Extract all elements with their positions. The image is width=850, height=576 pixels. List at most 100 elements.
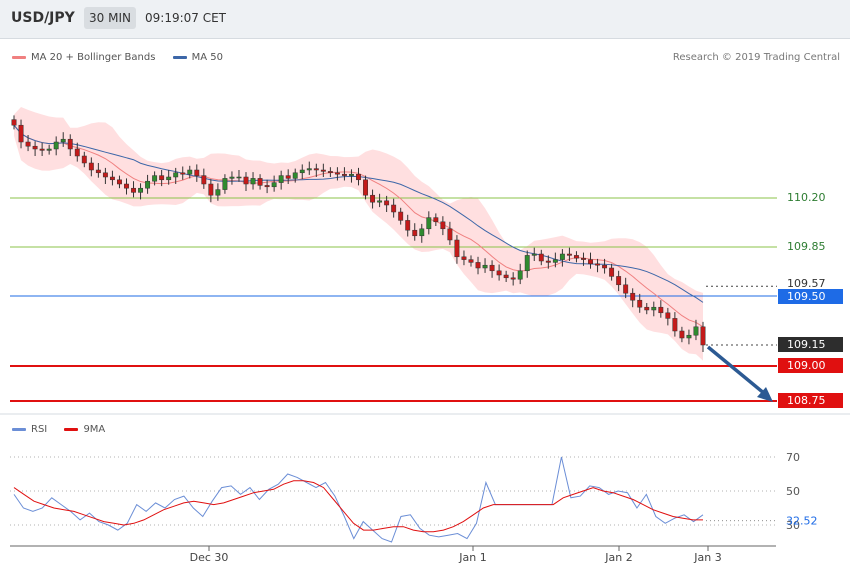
candle-body (581, 257, 586, 260)
candle-body (496, 270, 502, 276)
rsi-current-label: 32.52 (786, 515, 818, 528)
candle-body (630, 292, 636, 301)
candle-body (32, 145, 38, 150)
candle-body (489, 264, 495, 272)
candle-body (461, 256, 467, 260)
candle-body (440, 221, 446, 230)
candle-body (531, 253, 537, 256)
rsi-level-label: 30 (786, 519, 800, 532)
x-axis: Dec 30 Jan 1 Jan 2 Jan 3 (190, 546, 722, 564)
candle-body (566, 253, 572, 256)
candle-body (412, 229, 418, 237)
bollinger-band-area (14, 107, 703, 361)
candle-body (320, 169, 326, 172)
price-level-label: 110.20 (787, 191, 826, 204)
candle-body (131, 187, 136, 193)
candle-body (145, 180, 151, 189)
candle-body (60, 138, 66, 143)
candle-body (419, 228, 425, 237)
rsi-line (13, 456, 704, 543)
candle-body (363, 179, 368, 196)
candle-body (95, 169, 101, 174)
candle-body (637, 299, 643, 308)
candle-body (454, 239, 460, 258)
candle-body (194, 169, 200, 176)
candle-body (341, 173, 347, 176)
candle-body (510, 277, 516, 280)
candle-body (384, 200, 390, 206)
chart-header: USD/JPY 30 MIN 09:19:07 CET (0, 0, 850, 39)
candle-body (609, 267, 615, 277)
candle-body (517, 270, 523, 280)
candle-body (46, 148, 52, 151)
candle-body (573, 255, 579, 259)
price-level-label: 109.00 (778, 358, 843, 373)
candle-body (215, 189, 221, 196)
candle-body (257, 178, 263, 186)
candle-body (180, 172, 186, 175)
candle-body (278, 175, 284, 183)
legend-9ma: 9MA (64, 424, 105, 435)
candle-body (67, 138, 73, 150)
candle-body (700, 326, 706, 346)
candle-body (88, 162, 94, 171)
candle-body (398, 211, 404, 221)
moving-averages (13, 124, 704, 328)
legend-ma50: MA 50 (172, 52, 223, 63)
candle-body (503, 274, 509, 279)
candle-body (299, 169, 305, 174)
candle-body (602, 264, 608, 269)
price-level-label: 108.75 (778, 393, 843, 408)
rsi-level-label: 70 (786, 451, 800, 464)
candle-body (327, 171, 333, 174)
candle-body (468, 259, 474, 263)
candle-body (152, 175, 158, 182)
candle-body (644, 306, 650, 311)
candle-body (18, 124, 24, 143)
forecast-arrow (706, 345, 773, 402)
candle-body (433, 217, 439, 223)
price-levels (10, 197, 777, 402)
candle-body (74, 148, 80, 157)
x-axis-label: Dec 30 (190, 551, 229, 564)
candle-body (39, 148, 45, 151)
candle-body (588, 259, 593, 265)
candle-body (166, 176, 172, 181)
candle-body (693, 326, 699, 336)
candle-body (377, 200, 383, 203)
candle-body (623, 284, 629, 294)
price-level-label: 109.15 (778, 337, 843, 352)
candle-body (334, 172, 340, 175)
candle-body (53, 141, 59, 150)
candlesticks (11, 115, 706, 352)
candle-body (482, 264, 488, 269)
rsi-legend: RSI 9MA (12, 424, 119, 435)
x-axis-label: Jan 2 (604, 551, 632, 564)
candle-body (117, 179, 122, 185)
candle-body (651, 306, 657, 311)
x-axis-label: Jan 1 (458, 551, 486, 564)
candle-body (686, 334, 692, 339)
candle-body (313, 168, 319, 171)
candle-body (271, 182, 277, 188)
timeframe-button[interactable]: 30 MIN (84, 7, 136, 29)
candle-body (292, 172, 298, 179)
symbol-label: USD/JPY (11, 10, 75, 26)
candle-body (665, 312, 671, 319)
candle-body (616, 276, 622, 286)
rsi-level-label: 50 (786, 485, 800, 498)
candle-body (658, 306, 664, 314)
candle-body (306, 168, 312, 171)
candle-body (25, 141, 31, 147)
candle-body (81, 155, 87, 164)
main-legend: MA 20 + Bollinger Bands MA 50 (12, 52, 237, 63)
candle-body (552, 259, 558, 263)
candle-body (109, 176, 115, 181)
candle-body (524, 255, 530, 272)
price-level-label: 109.57 (787, 277, 826, 291)
candle-body (538, 253, 544, 262)
candle-body (236, 176, 242, 179)
price-level-label: 109.85 (787, 240, 826, 253)
